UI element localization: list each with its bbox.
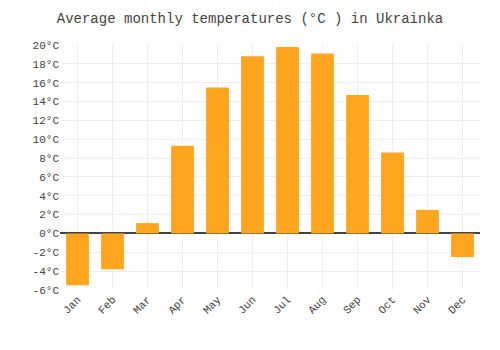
svg-text:2°C: 2°C [39,209,59,221]
svg-text:Aug: Aug [306,294,328,316]
svg-text:12°C: 12°C [33,115,60,127]
svg-text:Dec: Dec [446,294,468,316]
svg-text:Jun: Jun [236,294,258,316]
svg-text:Apr: Apr [166,294,188,316]
svg-text:-4°C: -4°C [33,266,60,278]
svg-text:Average monthly temperatures (: Average monthly temperatures (°C ) in Uk… [57,11,443,27]
svg-text:14°C: 14°C [33,96,60,108]
svg-text:Sep: Sep [341,294,363,316]
svg-text:Jan: Jan [61,294,83,316]
svg-text:Oct: Oct [376,294,398,316]
svg-text:Mar: Mar [131,294,153,316]
svg-text:-6°C: -6°C [33,285,60,297]
svg-text:Feb: Feb [96,294,118,316]
svg-text:6°C: 6°C [39,172,59,184]
svg-text:18°C: 18°C [33,59,60,71]
svg-text:0°C: 0°C [39,228,59,240]
svg-text:May: May [201,294,224,317]
svg-text:Jul: Jul [271,294,293,316]
svg-text:-2°C: -2°C [33,247,60,259]
svg-text:16°C: 16°C [33,78,60,90]
svg-text:10°C: 10°C [33,134,60,146]
svg-text:8°C: 8°C [39,153,59,165]
svg-text:Nov: Nov [411,294,434,317]
svg-text:4°C: 4°C [39,191,59,203]
svg-text:20°C: 20°C [33,40,60,52]
